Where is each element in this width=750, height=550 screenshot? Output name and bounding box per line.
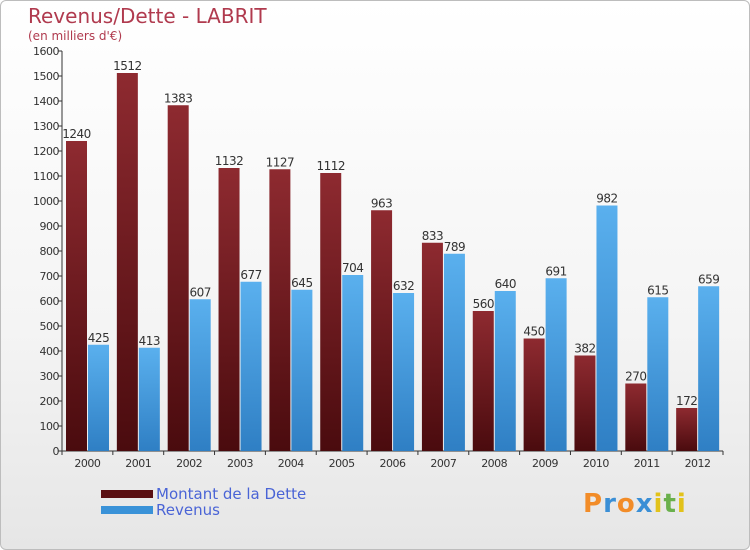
bar-dette: [116, 73, 138, 451]
y-tick-label: 800: [40, 245, 60, 258]
y-tick-label: 1000: [33, 195, 59, 208]
bar-dette: [66, 141, 87, 451]
bar-revenus: [393, 293, 415, 451]
data-label-dette: 1512: [113, 59, 142, 73]
data-label-dette: 1383: [164, 91, 193, 105]
data-label-dette: 1112: [316, 159, 345, 173]
bar-dette: [523, 338, 545, 451]
y-tick-label: 1400: [33, 95, 59, 108]
bar-dette: [625, 383, 647, 451]
logo-letter: i: [676, 489, 687, 519]
bar-dette: [421, 242, 443, 451]
bar-dette: [269, 169, 291, 451]
data-label-dette: 382: [574, 342, 595, 356]
bar-dette: [218, 168, 240, 451]
y-tick-label: 500: [40, 320, 60, 333]
bar-revenus: [443, 253, 465, 451]
x-tick-label: 2006: [380, 457, 406, 470]
x-tick-label: 2003: [227, 457, 253, 470]
y-tick-label: 1600: [33, 45, 59, 58]
bar-dette: [574, 355, 596, 451]
y-tick-label: 300: [40, 370, 60, 383]
y-tick-label: 400: [40, 345, 60, 358]
legend-swatch-revenus: [101, 506, 153, 514]
logo-letter: r: [603, 489, 617, 519]
bar-revenus: [88, 344, 109, 451]
y-tick-label: 0: [53, 445, 60, 458]
data-label-revenus: 789: [444, 240, 465, 254]
y-tick-label: 600: [40, 295, 60, 308]
x-tick-label: 2005: [329, 457, 355, 470]
legend-label-revenus: Revenus: [156, 501, 220, 519]
y-tick-label: 1500: [33, 70, 59, 83]
data-label-dette: 1127: [266, 155, 295, 169]
y-tick-label: 1200: [33, 145, 59, 158]
data-label-dette: 833: [422, 229, 443, 243]
y-tick-label: 700: [40, 270, 60, 283]
logo-letter: o: [616, 489, 636, 519]
bar-revenus: [596, 205, 618, 451]
bar-dette: [167, 105, 189, 451]
data-label-dette: 270: [625, 370, 646, 384]
data-label-revenus: 632: [393, 279, 414, 293]
x-tick-label: 2011: [634, 457, 660, 470]
proxiti-logo: Proxiti: [583, 489, 687, 519]
y-tick-label: 100: [40, 420, 60, 433]
bar-dette: [371, 210, 393, 451]
data-label-revenus: 677: [240, 268, 261, 282]
x-tick-label: 2002: [176, 457, 202, 470]
bar-revenus: [647, 297, 669, 451]
y-tick-label: 1100: [33, 170, 59, 183]
data-label-revenus: 413: [139, 334, 160, 348]
data-label-revenus: 645: [291, 276, 312, 290]
data-label-dette: 450: [523, 325, 544, 339]
bar-revenus: [342, 275, 364, 451]
bar-revenus: [240, 281, 262, 451]
data-label-revenus: 659: [698, 272, 719, 286]
chart-title: Revenus/Dette - LABRIT: [28, 4, 267, 28]
logo-letter: i: [653, 489, 664, 519]
x-tick-label: 2007: [430, 457, 456, 470]
x-tick-label: 2012: [685, 457, 711, 470]
bar-revenus: [189, 299, 211, 451]
bar-revenus: [698, 286, 720, 451]
data-label-dette: 963: [371, 196, 392, 210]
bar-revenus: [494, 291, 516, 451]
legend-label-dette: Montant de la Dette: [156, 485, 307, 503]
x-tick-label: 2001: [125, 457, 151, 470]
bar-revenus: [291, 289, 313, 451]
data-label-revenus: 607: [189, 285, 210, 299]
logo-letter: x: [635, 489, 654, 519]
data-label-revenus: 615: [647, 283, 668, 297]
chart-subtitle: (en milliers d'€): [28, 29, 123, 43]
data-label-revenus: 640: [495, 277, 516, 291]
data-label-revenus: 982: [596, 192, 617, 206]
x-tick-label: 2009: [532, 457, 558, 470]
x-tick-label: 2000: [74, 457, 100, 470]
bar-revenus: [545, 278, 567, 451]
data-label-dette: 1240: [62, 127, 91, 141]
bar-dette: [676, 408, 698, 451]
bar-revenus: [138, 347, 160, 451]
data-label-revenus: 425: [88, 331, 109, 345]
data-label-revenus: 704: [342, 261, 363, 275]
logo-letter: P: [583, 489, 604, 519]
legend-swatch-dette: [101, 490, 153, 498]
data-label-dette: 560: [473, 297, 494, 311]
data-label-revenus: 691: [545, 264, 566, 278]
bar-dette: [320, 173, 342, 451]
y-tick-label: 200: [40, 395, 60, 408]
data-label-dette: 1132: [215, 154, 244, 168]
bar-dette: [472, 311, 494, 451]
logo-letter: t: [663, 489, 677, 519]
x-tick-label: 2010: [583, 457, 609, 470]
x-tick-label: 2004: [278, 457, 304, 470]
data-label-dette: 172: [676, 394, 697, 408]
y-tick-label: 900: [40, 220, 60, 233]
x-tick-label: 2008: [481, 457, 507, 470]
y-tick-label: 1300: [33, 120, 59, 133]
